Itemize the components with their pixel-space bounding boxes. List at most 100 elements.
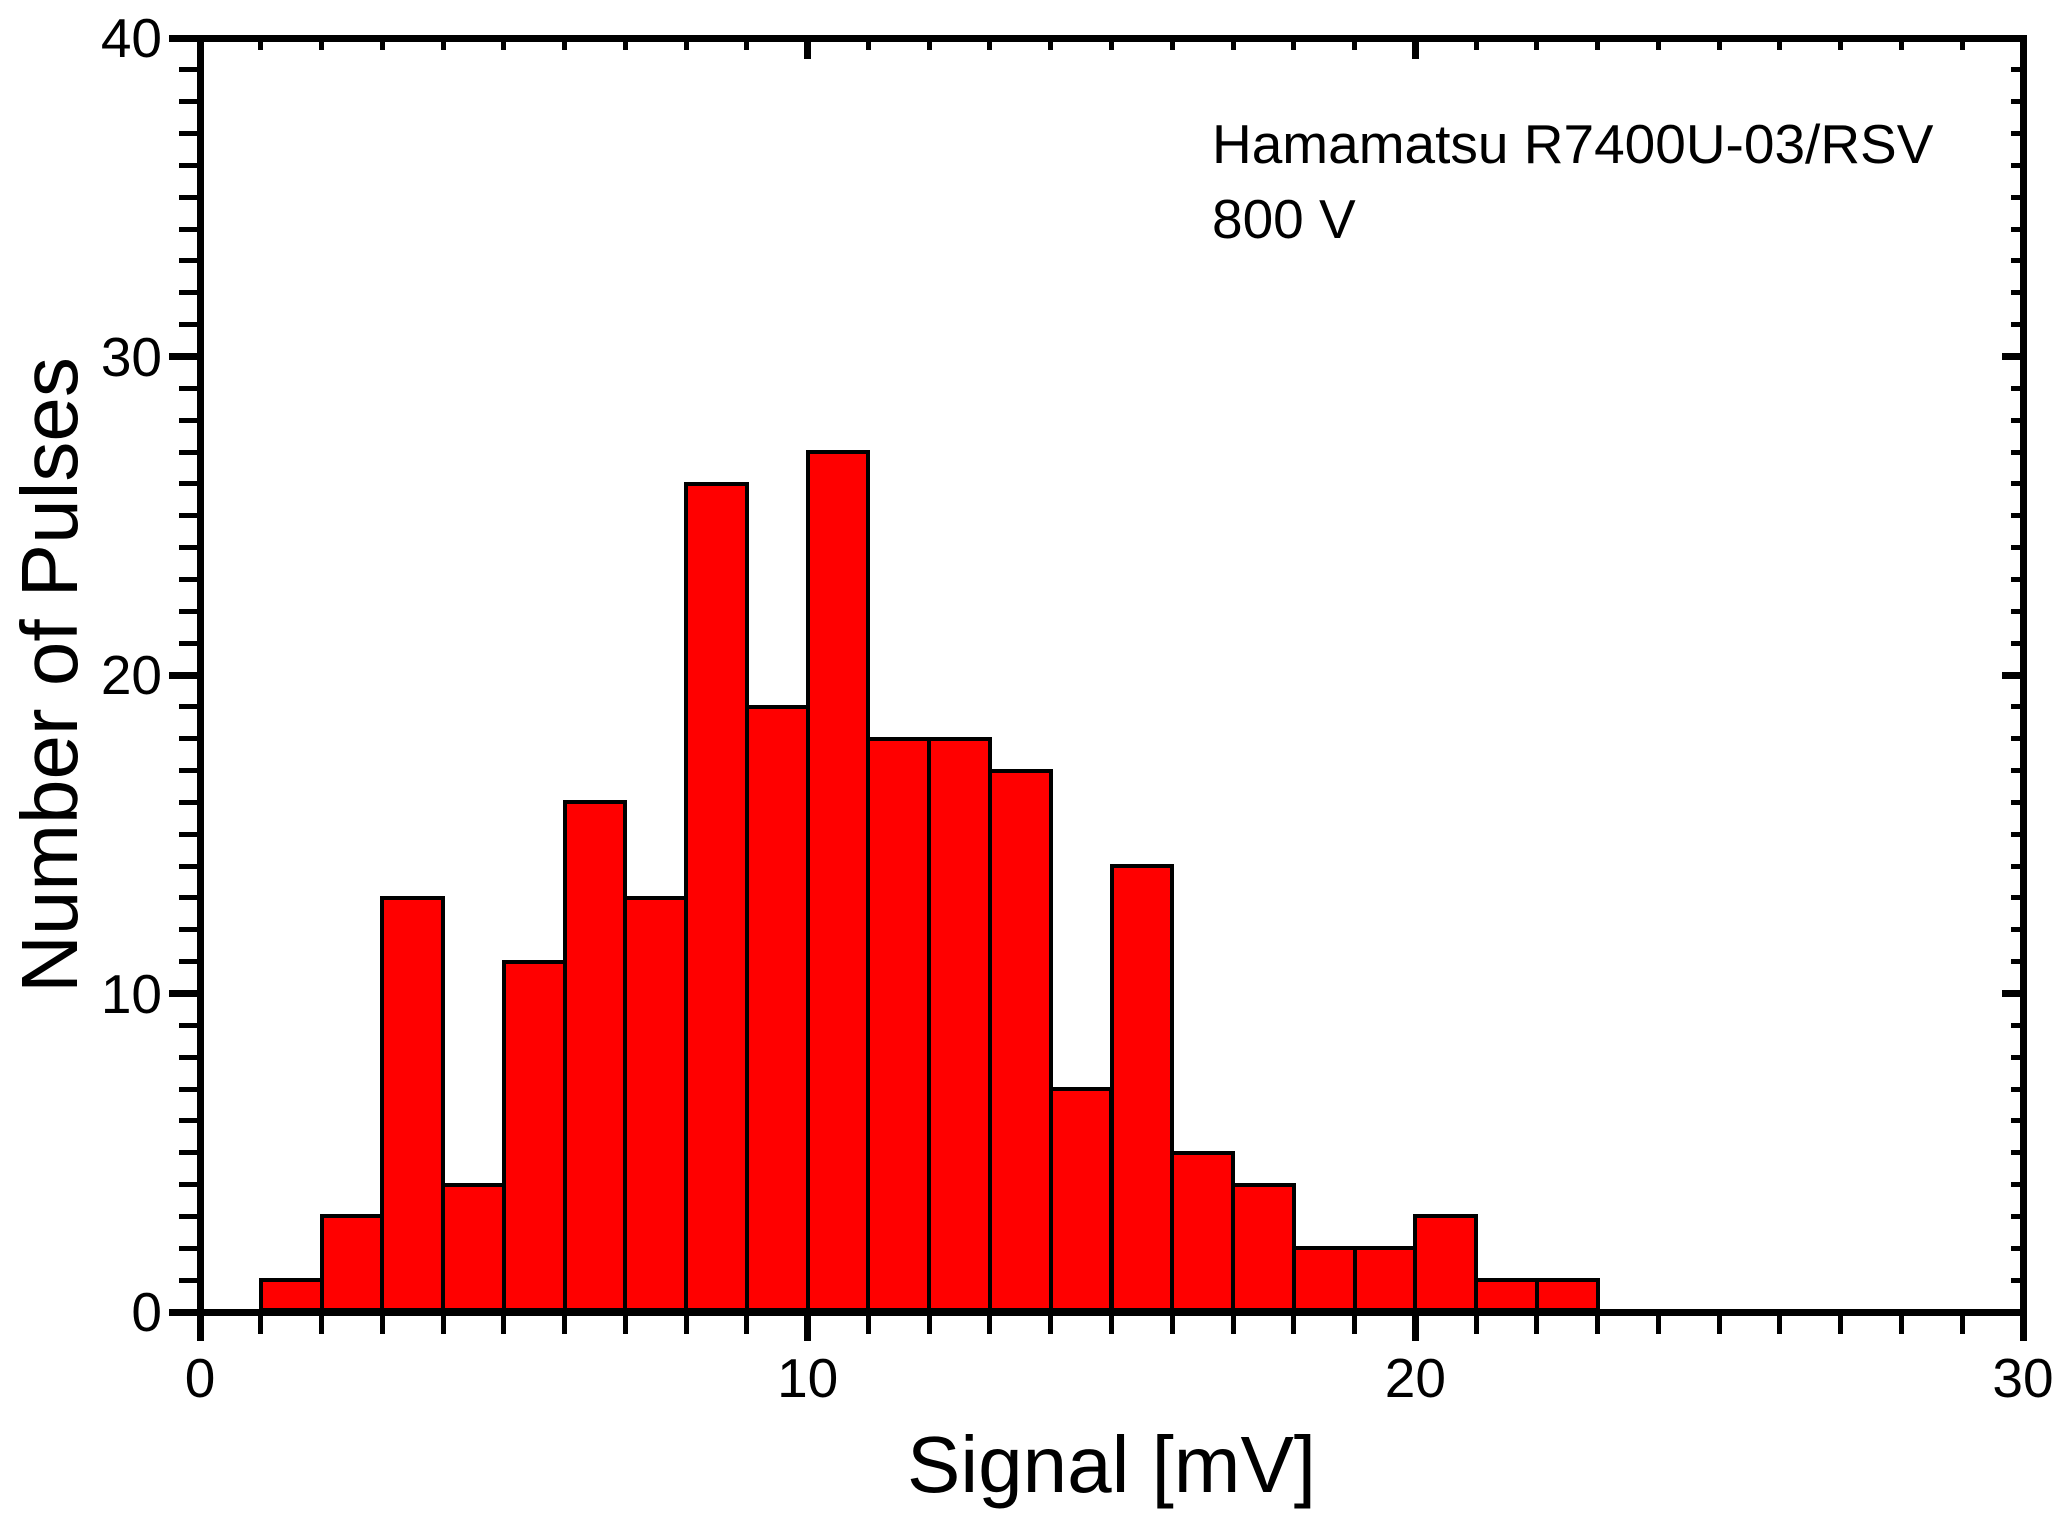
x-minor-tick-top — [1048, 35, 1054, 50]
x-minor-tick — [865, 1315, 871, 1334]
y-minor-tick-right — [2011, 863, 2026, 869]
y-minor-tick — [179, 799, 197, 805]
annotation-line-1: Hamamatsu R7400U-03/RSV — [1212, 113, 1934, 175]
x-minor-tick — [379, 1315, 385, 1334]
x-minor-tick-top — [1959, 35, 1965, 50]
y-tick-label: 10 — [100, 962, 162, 1025]
y-minor-tick — [179, 449, 197, 455]
y-minor-tick-right — [2011, 1277, 2026, 1283]
y-minor-tick-right — [2011, 1022, 2026, 1028]
y-minor-tick-right — [2011, 768, 2026, 774]
y-minor-tick — [179, 1150, 197, 1156]
y-minor-tick-right — [2011, 640, 2026, 646]
y-tick-label: 20 — [100, 644, 162, 706]
x-minor-tick — [1655, 1315, 1661, 1334]
x-minor-tick-top — [865, 35, 871, 50]
x-minor-tick-top — [683, 35, 689, 50]
x-minor-tick-top — [1534, 35, 1540, 50]
x-minor-tick-top — [501, 35, 507, 50]
x-minor-tick — [562, 1315, 568, 1334]
x-minor-tick-top — [319, 35, 325, 50]
y-major-tick — [169, 990, 197, 997]
y-minor-tick-right — [2011, 576, 2026, 582]
x-minor-tick-top — [1109, 35, 1114, 50]
y-minor-tick — [179, 927, 197, 933]
y-minor-tick-right — [2011, 1118, 2026, 1124]
x-minor-tick-top — [1838, 35, 1844, 50]
histogram-bar — [1231, 1182, 1296, 1312]
y-minor-tick-right — [2011, 1213, 2026, 1219]
x-major-tick — [2019, 1315, 2027, 1341]
x-minor-tick — [319, 1315, 325, 1334]
x-minor-tick — [744, 1315, 750, 1334]
y-minor-tick-right — [2011, 1245, 2026, 1251]
y-minor-tick-right — [2011, 1182, 2026, 1188]
y-minor-tick — [179, 1086, 197, 1092]
y-minor-tick — [179, 513, 197, 519]
y-minor-tick-right — [2011, 481, 2026, 487]
y-tick-label: 0 — [131, 1281, 162, 1343]
y-minor-tick — [179, 736, 197, 742]
histogram-bar — [501, 959, 567, 1312]
y-major-tick-right — [2002, 671, 2026, 679]
x-major-tick-top — [804, 35, 812, 59]
x-major-tick — [804, 1315, 812, 1341]
x-tick-label: 30 — [1992, 1347, 2054, 1409]
y-minor-tick-right — [2011, 513, 2026, 519]
y-minor-tick — [179, 831, 197, 837]
y-minor-tick-right — [2011, 799, 2026, 805]
x-minor-tick-top — [926, 35, 932, 50]
x-minor-tick — [1048, 1315, 1054, 1334]
y-minor-tick — [179, 481, 197, 487]
x-tick-label: 20 — [1384, 1347, 1446, 1409]
x-minor-tick-top — [1898, 35, 1904, 50]
x-minor-tick-top — [379, 35, 385, 50]
y-major-tick-right — [2002, 990, 2026, 997]
x-minor-tick — [1534, 1315, 1540, 1334]
y-minor-tick-right — [2011, 322, 2026, 328]
y-minor-tick — [179, 959, 197, 965]
x-minor-tick — [1352, 1315, 1358, 1334]
y-minor-tick — [179, 290, 197, 296]
y-minor-tick-right — [2011, 258, 2026, 264]
y-minor-tick-right — [2011, 162, 2026, 168]
x-major-tick-top — [1411, 35, 1419, 59]
x-minor-tick-top — [1291, 35, 1297, 50]
y-minor-tick — [179, 194, 197, 200]
y-minor-tick — [179, 258, 197, 264]
y-minor-tick-right — [2011, 194, 2026, 200]
x-minor-tick — [1777, 1315, 1783, 1334]
x-minor-tick — [258, 1315, 264, 1334]
y-minor-tick-right — [2011, 895, 2026, 901]
x-minor-tick-top — [562, 35, 568, 50]
y-major-tick — [169, 34, 197, 42]
y-minor-tick — [179, 1118, 197, 1124]
y-minor-tick-right — [2011, 831, 2026, 837]
x-major-tick-top — [196, 35, 204, 59]
y-minor-tick — [179, 895, 197, 901]
x-minor-tick-top — [1230, 35, 1236, 50]
y-minor-tick — [179, 322, 197, 328]
y-major-tick — [169, 1308, 197, 1316]
x-minor-tick — [440, 1315, 446, 1334]
y-minor-tick — [179, 417, 197, 423]
x-minor-tick-top — [744, 35, 750, 50]
x-minor-tick — [1109, 1315, 1114, 1334]
y-minor-tick-right — [2011, 608, 2026, 614]
x-minor-tick-top — [987, 35, 993, 50]
y-minor-tick — [179, 1277, 197, 1283]
y-minor-tick-right — [2011, 67, 2026, 73]
y-minor-tick-right — [2011, 959, 2026, 965]
histogram-bar — [1109, 864, 1175, 1312]
x-minor-tick-top — [1473, 35, 1479, 50]
y-minor-tick-right — [2011, 290, 2026, 296]
y-minor-tick — [179, 768, 197, 774]
y-minor-tick — [179, 131, 197, 137]
y-major-tick — [169, 671, 197, 679]
histogram-bar — [319, 1214, 385, 1312]
y-minor-tick-right — [2011, 131, 2026, 137]
x-major-tick — [1411, 1315, 1419, 1341]
x-axis-title: Signal [mV] — [906, 1420, 1317, 1509]
